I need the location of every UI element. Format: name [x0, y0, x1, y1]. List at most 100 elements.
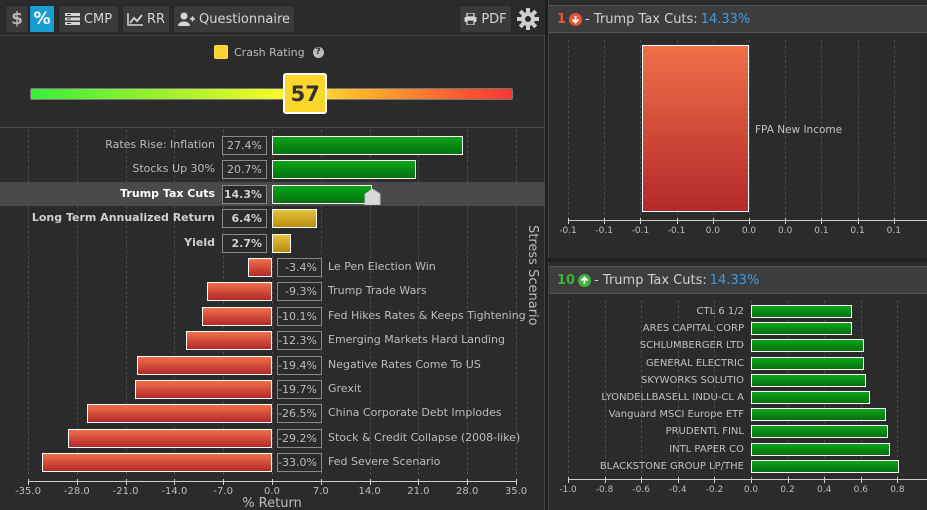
x-tick-label: -0.1: [595, 226, 613, 236]
gridline: [785, 40, 787, 220]
worst-rank: 1: [557, 11, 567, 27]
scenario-value: -9.3%: [277, 282, 322, 302]
gridline: [893, 40, 895, 220]
scenario-bar[interactable]: [272, 136, 464, 155]
gridline: [787, 300, 789, 478]
scenario-bar[interactable]: [201, 306, 272, 326]
scenario-label[interactable]: Stocks Up 30%: [132, 162, 215, 176]
holding-label[interactable]: CTL 6 1/2: [696, 306, 744, 317]
scenario-bar[interactable]: [134, 380, 272, 399]
scenario-label[interactable]: Le Pen Election Win: [328, 260, 436, 273]
x-tick: [677, 477, 679, 483]
scenario-label[interactable]: Fed Hikes Rates & Keeps Tightening: [328, 308, 526, 322]
scenario-label[interactable]: China Corporate Debt Implodes: [328, 406, 502, 420]
scenario-slider-handle[interactable]: [364, 188, 381, 205]
scenario-bar[interactable]: [207, 282, 272, 302]
scenario-bar[interactable]: [272, 160, 417, 180]
holding-label[interactable]: PRUDENTL FINL: [665, 426, 744, 438]
crash-rating-gradient-bar: [30, 88, 513, 100]
settings-button[interactable]: [516, 7, 540, 31]
scenario-label[interactable]: Yield: [184, 235, 215, 249]
pdf-label: PDF: [481, 11, 507, 27]
scenario-label[interactable]: Stock & Credit Collapse (2008-like): [328, 430, 521, 444]
x-tick-label: 0.0: [743, 485, 759, 495]
x-tick-label: -0.1: [667, 226, 686, 236]
holding-label[interactable]: SCHLUMBERGER LTD: [639, 340, 744, 352]
arrow-down-circle-icon: [569, 12, 583, 26]
scenario-label[interactable]: Rates Rise: Inflation: [105, 138, 215, 151]
scenario-bar[interactable]: [136, 355, 272, 375]
scenario-value: -19.4%: [277, 355, 322, 375]
scenario-value: -10.1%: [277, 306, 322, 326]
scenario-bar[interactable]: [68, 428, 272, 448]
holding-label[interactable]: BLACKSTONE GROUP LP/THE: [599, 460, 744, 472]
holding-bar[interactable]: [751, 408, 887, 422]
scenario-label[interactable]: Long Term Annualized Return: [31, 211, 215, 225]
crash-rating-label: Crash Rating: [234, 45, 305, 59]
scenario-label[interactable]: Grexit: [328, 382, 362, 395]
holding-bar[interactable]: [642, 45, 749, 212]
x-tick-label: 7.0: [312, 486, 329, 497]
x-tick: [641, 477, 643, 483]
scenario-label[interactable]: Fed Severe Scenario: [328, 455, 441, 469]
scenario-bar[interactable]: [248, 258, 272, 277]
x-axis-line: [568, 479, 927, 480]
cmp-button[interactable]: CMP: [58, 5, 119, 33]
scenario-label[interactable]: Negative Rates Come To US: [328, 357, 481, 371]
scenario-bar[interactable]: [272, 209, 317, 229]
x-tick: [857, 218, 859, 224]
holding-label[interactable]: LYONDELLBASELL INDU-CL A: [601, 392, 744, 403]
holding-bar[interactable]: [751, 339, 865, 353]
y-axis-title: Stress Scenario: [525, 225, 540, 326]
holding-label[interactable]: GENERAL ELECTRIC: [645, 357, 744, 369]
x-tick: [418, 479, 420, 485]
holding-label[interactable]: INTL PAPER CO: [669, 443, 744, 455]
holding-bar[interactable]: [751, 356, 865, 370]
scenario-bar[interactable]: [272, 233, 291, 253]
crash-rating-swatch: [214, 45, 228, 59]
vertical-splitter[interactable]: [545, 0, 548, 510]
x-tick-label: -0.1: [631, 226, 650, 236]
rr-button[interactable]: RR: [122, 5, 170, 33]
x-tick: [568, 477, 569, 483]
holding-bar[interactable]: [751, 442, 891, 456]
x-tick-label: 0.8: [890, 485, 905, 495]
holding-label[interactable]: SKYWORKS SOLUTIO: [641, 374, 744, 386]
x-tick: [76, 479, 78, 485]
help-icon[interactable]: ?: [312, 46, 324, 58]
scenario-label[interactable]: Trump Tax Cuts: [120, 186, 215, 200]
x-tick-label: -1.0: [559, 485, 577, 495]
questionnaire-button[interactable]: Questionnaire: [173, 5, 295, 33]
scenario-label[interactable]: Emerging Markets Hard Landing: [328, 333, 505, 347]
holding-bar[interactable]: [751, 322, 852, 336]
best-title: - Trump Tax Cuts:: [594, 272, 707, 288]
x-tick: [893, 218, 895, 224]
holding-label[interactable]: Vanguard MSCI Europe ETF: [608, 409, 744, 421]
x-tick: [785, 218, 787, 224]
holding-label[interactable]: FPA New Income: [755, 124, 843, 136]
pdf-button[interactable]: PDF: [459, 5, 512, 33]
percent-mode-button[interactable]: %: [29, 5, 55, 33]
x-axis-title: % Return: [242, 496, 302, 510]
scenario-value: 20.7%: [222, 160, 267, 180]
scenario-bar[interactable]: [272, 184, 372, 204]
x-tick-label: 0.1: [850, 226, 865, 236]
holding-bar[interactable]: [751, 391, 870, 404]
holding-label[interactable]: ARES CAPITAL CORP: [642, 323, 744, 335]
x-tick: [369, 479, 371, 485]
horizontal-splitter[interactable]: [548, 258, 927, 262]
gear-icon: [517, 8, 539, 30]
scenario-bar[interactable]: [41, 453, 272, 473]
x-tick: [712, 218, 714, 224]
x-tick: [604, 218, 606, 224]
holding-bar[interactable]: [751, 425, 889, 439]
holding-bar[interactable]: [751, 459, 900, 473]
dollar-mode-button[interactable]: $: [5, 5, 29, 33]
holding-bar[interactable]: [751, 305, 852, 318]
scenario-label[interactable]: Trump Trade Wars: [328, 284, 427, 298]
scenario-bar[interactable]: [186, 331, 272, 351]
scenario-bar[interactable]: [87, 404, 272, 424]
gridline: [174, 130, 176, 475]
scenario-value: -26.5%: [277, 404, 322, 424]
holding-bar[interactable]: [751, 373, 867, 387]
